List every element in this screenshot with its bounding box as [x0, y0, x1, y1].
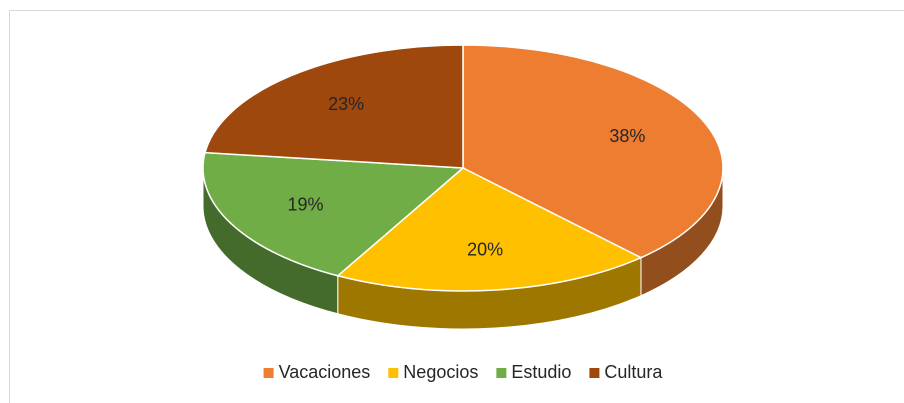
- legend-item: Negocios: [388, 362, 478, 382]
- legend-swatch: [589, 368, 600, 378]
- legend-item: Vacaciones: [263, 362, 371, 382]
- legend-label: Negocios: [403, 362, 478, 382]
- legend-swatch: [263, 368, 274, 378]
- data-label: 19%: [287, 195, 323, 215]
- legend-label: Estudio: [511, 362, 571, 382]
- legend-label: Vacaciones: [279, 362, 371, 382]
- legend-swatch: [388, 368, 399, 378]
- data-label: 38%: [609, 126, 645, 146]
- legend-item: Estudio: [496, 362, 571, 382]
- pie-tops: [202, 44, 724, 292]
- legend-swatch: [496, 368, 507, 378]
- legend: Vacaciones Negocios Estudio Cultura: [263, 362, 663, 382]
- pie-slice: [204, 44, 464, 169]
- pie-slice: [462, 44, 724, 259]
- legend-item: Cultura: [589, 362, 663, 382]
- data-label: 20%: [467, 240, 503, 260]
- pie-slice: [202, 151, 465, 277]
- data-labels: 38% 20% 19% 23%: [287, 94, 645, 260]
- legend-label: Cultura: [604, 362, 663, 382]
- pie-slice: [336, 167, 643, 292]
- data-label: 23%: [328, 94, 364, 114]
